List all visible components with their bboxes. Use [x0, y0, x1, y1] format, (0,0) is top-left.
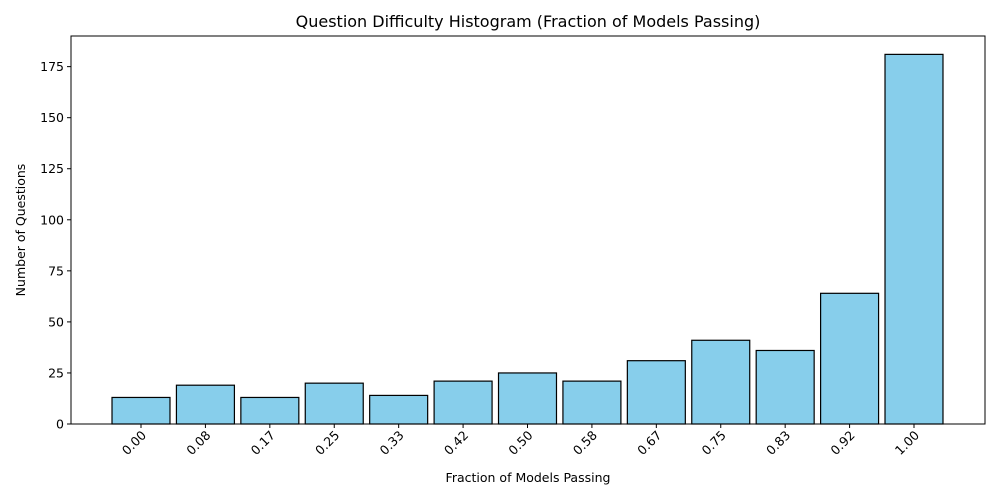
bar-0.17	[240, 396, 300, 425]
y-tick-label: 50	[48, 314, 64, 329]
bars	[111, 53, 944, 425]
bar-1.00	[884, 53, 944, 425]
x-tick-label: 0.17	[248, 428, 278, 458]
y-tick-label: 25	[48, 365, 64, 380]
y-tick-label: 125	[40, 161, 64, 176]
bar-0.83	[755, 349, 815, 425]
bar-0.08	[175, 384, 236, 425]
x-tick-label: 0.67	[634, 428, 664, 458]
x-axis-label: Fraction of Models Passing	[446, 470, 611, 485]
x-tick-label: 0.08	[183, 427, 213, 457]
x-tick-label: 0.92	[827, 428, 857, 458]
y-tick-label: 175	[40, 59, 64, 74]
bar-0.92	[819, 292, 880, 425]
bar-0.00	[111, 396, 171, 425]
chart-title: Question Difficulty Histogram (Fraction …	[296, 12, 761, 31]
bar-0.75	[691, 339, 751, 425]
y-tick-label: 0	[56, 417, 64, 432]
x-tick-label: 0.33	[376, 428, 406, 458]
x-tick-label: 0.00	[119, 427, 149, 457]
bar-0.50	[497, 372, 558, 425]
bar-0.58	[562, 380, 622, 425]
bar-0.42	[433, 380, 493, 425]
x-tick-label: 0.50	[505, 427, 535, 457]
bar-0.33	[369, 394, 429, 425]
y-tick-label: 150	[40, 110, 64, 125]
x-tick-label: 0.58	[570, 427, 600, 457]
bar-0.67	[626, 360, 686, 425]
y-axis: 0 25 50 75 100 125 150 175	[40, 59, 71, 432]
y-tick-label: 100	[40, 212, 64, 227]
y-tick-label: 75	[48, 263, 64, 278]
x-tick-label: 0.25	[312, 428, 342, 458]
x-axis: 0.00 0.08 0.17 0.25 0.33 0.42 0.50 0.58 0.67 0.75…	[119, 424, 922, 458]
x-tick-label: 0.83	[763, 428, 793, 458]
x-tick-label: 0.42	[441, 428, 471, 458]
bar-0.25	[304, 382, 364, 425]
x-tick-label: 0.75	[699, 428, 729, 458]
y-axis-label: Number of Questions	[13, 164, 28, 297]
x-tick-label: 1.00	[892, 427, 922, 457]
